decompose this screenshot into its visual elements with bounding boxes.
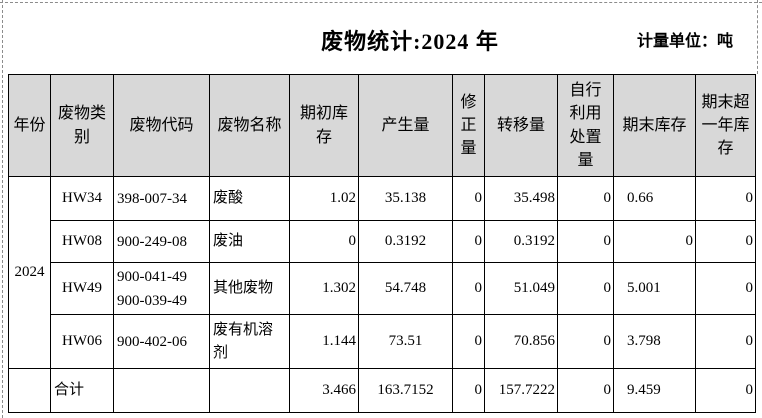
unit-label: 计量单位：吨 — [636, 33, 733, 50]
cell-name: 废有机溶 剂 — [209, 314, 290, 369]
table-row: 2024 HW34 398-007-34 废酸 1.02 35.138 0 35… — [8, 176, 756, 369]
cell-end-stock: 5.001 — [613, 262, 696, 315]
cell-end-stock: 3.798 — [613, 314, 696, 369]
cell-end-stock-over-1y: 0 — [695, 176, 756, 221]
cell-category: HW06 — [50, 314, 114, 369]
cell-transferred: 0.3192 — [484, 220, 558, 263]
cell-code: 900-249-08 — [113, 220, 210, 263]
cell-transferred: 70.856 — [484, 314, 558, 369]
header-produced: 产生量 — [358, 74, 453, 177]
cell-self-disposal: 0 — [557, 262, 614, 315]
cell-transferred: 35.498 — [484, 176, 558, 221]
cell-begin-stock: 1.144 — [289, 314, 359, 369]
header-end-stock-over-1y: 期末超 一年库 存 — [695, 74, 756, 177]
cell-end-stock-over-1y: 0 — [695, 368, 756, 413]
page-break-line-left — [2, 0, 3, 418]
cell-end-stock: 0.66 — [613, 176, 696, 221]
cell-end-stock-over-1y: 0 — [695, 262, 756, 315]
cell-category: HW08 — [50, 220, 114, 263]
cell-code: 398-007-34 — [113, 176, 210, 221]
header-year: 年份 — [8, 74, 51, 177]
header-begin-stock: 期初库 存 — [289, 74, 359, 177]
cell-end-stock-over-1y: 0 — [695, 314, 756, 369]
cell-category: HW34 — [50, 176, 114, 221]
cell-produced: 35.138 — [358, 176, 453, 221]
cell-correction: 0 — [452, 262, 485, 315]
year-empty-cell — [8, 368, 51, 413]
cell-self-disposal: 0 — [557, 368, 614, 413]
cell-transferred: 157.7222 — [484, 368, 558, 413]
cell-name: 废油 — [209, 220, 290, 263]
cell-produced: 0.3192 — [358, 220, 453, 263]
cell-end-stock: 9.459 — [613, 368, 696, 413]
cell-name: 废酸 — [209, 176, 290, 221]
cell-transferred: 51.049 — [484, 262, 558, 315]
cell-correction: 0 — [452, 176, 485, 221]
header-category: 废物类 别 — [50, 74, 114, 177]
page-title: 废物统计:2024 年 — [321, 29, 499, 54]
total-label-cell: 合计 — [50, 368, 114, 413]
cell-correction: 0 — [452, 314, 485, 369]
cell-begin-stock: 1.02 — [289, 176, 359, 221]
cell-end-stock-over-1y: 0 — [695, 220, 756, 263]
cell-begin-stock: 1.302 — [289, 262, 359, 315]
cell-self-disposal: 0 — [557, 314, 614, 369]
cell-self-disposal: 0 — [557, 176, 614, 221]
cell-category: HW49 — [50, 262, 114, 315]
cell-correction: 0 — [452, 368, 485, 413]
table-row: HW06 900-402-06 废有机溶 剂 1.144 73.51 0 70.… — [9, 314, 756, 369]
header-self-disposal: 自行 利用 处置 量 — [557, 74, 614, 177]
cell-produced: 163.7152 — [358, 368, 453, 413]
cell-name — [209, 368, 290, 413]
cell-self-disposal: 0 — [557, 220, 614, 263]
cell-produced: 73.51 — [358, 314, 453, 369]
cell-name: 其他废物 — [209, 262, 290, 315]
header-transferred: 转移量 — [484, 74, 558, 177]
cell-begin-stock: 3.466 — [289, 368, 359, 413]
header-name: 废物名称 — [209, 74, 290, 177]
page-break-line-top — [0, 2, 762, 3]
cell-code — [113, 368, 210, 413]
cell-correction: 0 — [452, 220, 485, 263]
header-code: 废物代码 — [113, 74, 210, 177]
cell-code: 900-041-49 900-039-49 — [113, 262, 210, 315]
table-row: HW08 900-249-08 废油 0 0.3192 0 0.3192 0 0… — [9, 220, 756, 263]
year-cell: 2024 — [8, 176, 51, 369]
total-row: 合计 3.466 163.7152 0 157.7222 0 9.459 0 — [8, 368, 756, 413]
header-end-stock: 期末库存 — [613, 74, 696, 177]
cell-code: 900-402-06 — [113, 314, 210, 369]
page-break-line-right — [757, 0, 758, 74]
header-row: 年份 废物类 别 废物代码 废物名称 期初库 存 产生量 修 正 量 转移量 自… — [8, 74, 756, 177]
cell-begin-stock: 0 — [289, 220, 359, 263]
cell-produced: 54.748 — [358, 262, 453, 315]
waste-stats-table: 年份 废物类 别 废物代码 废物名称 期初库 存 产生量 修 正 量 转移量 自… — [8, 74, 756, 413]
table-row: HW49 900-041-49 900-039-49 其他废物 1.302 54… — [9, 262, 756, 315]
header-correction: 修 正 量 — [452, 74, 485, 177]
cell-end-stock: 0 — [613, 220, 696, 263]
